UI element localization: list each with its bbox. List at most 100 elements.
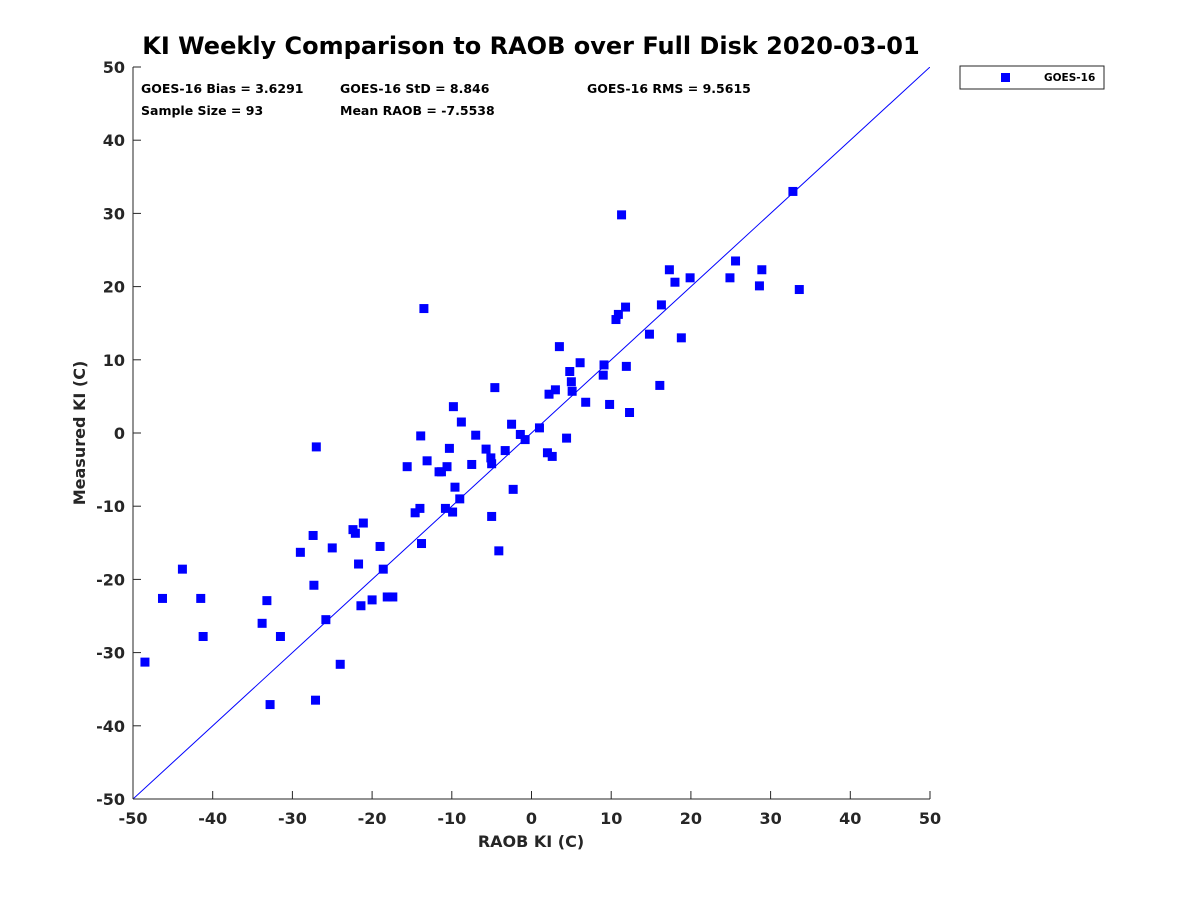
y-tick-label: -20	[96, 570, 125, 589]
data-point	[754, 281, 764, 291]
x-tick-label: -20	[358, 809, 387, 828]
data-point	[544, 389, 554, 399]
data-point	[685, 273, 695, 283]
std-stat: GOES-16 StD = 8.846	[340, 81, 490, 96]
data-point	[599, 360, 609, 370]
data-point	[456, 417, 466, 427]
y-tick-label: 40	[103, 131, 125, 150]
data-point	[467, 459, 477, 469]
data-point	[656, 300, 666, 310]
data-point	[794, 285, 804, 295]
data-point	[367, 595, 377, 605]
data-point	[757, 265, 767, 275]
data-point	[621, 302, 631, 312]
legend: GOES-16	[959, 65, 1105, 90]
data-point	[567, 386, 577, 396]
x-tick-label: 30	[759, 809, 781, 828]
x-tick-label: 50	[919, 809, 941, 828]
y-tick-label: 30	[103, 204, 125, 223]
data-point	[417, 539, 427, 549]
data-point	[335, 659, 345, 669]
data-point	[378, 564, 388, 574]
x-tick-label: -40	[198, 809, 227, 828]
data-point	[196, 593, 206, 603]
data-point	[455, 494, 465, 504]
sample-size-stat: Sample Size = 93	[141, 103, 263, 118]
y-tick-label: -30	[96, 644, 125, 663]
x-tick-label: -10	[437, 809, 466, 828]
x-axis-label: RAOB KI (C)	[478, 832, 584, 851]
data-point	[515, 429, 525, 439]
y-tick-label: 20	[103, 278, 125, 297]
data-point	[605, 399, 615, 409]
data-point	[500, 446, 510, 456]
y-tick-label: 0	[114, 424, 125, 443]
data-point	[565, 367, 575, 377]
legend-marker-square	[1001, 73, 1010, 82]
data-point	[327, 543, 337, 553]
data-point	[275, 631, 285, 641]
data-point	[508, 484, 518, 494]
data-point	[308, 530, 318, 540]
data-point	[520, 435, 530, 445]
data-point	[621, 361, 631, 371]
data-point	[415, 503, 425, 513]
legend-box	[959, 65, 1105, 90]
data-point	[440, 503, 450, 513]
data-point	[625, 408, 635, 418]
data-point	[177, 564, 187, 574]
data-point	[664, 265, 674, 275]
data-point	[494, 546, 504, 556]
rms-stat: GOES-16 RMS = 9.5615	[587, 81, 751, 96]
data-point	[575, 358, 585, 368]
data-point	[442, 462, 452, 472]
data-point	[436, 467, 446, 477]
data-point	[542, 448, 552, 458]
stats-annotation: GOES-16 Bias = 3.6291 GOES-16 StD = 8.84…	[141, 81, 751, 118]
legend-label-goes-16: GOES-16	[1044, 72, 1095, 84]
data-point	[140, 657, 150, 667]
data-point	[157, 593, 167, 603]
data-point	[257, 618, 267, 628]
data-point	[611, 315, 621, 325]
data-point	[265, 700, 275, 710]
data-point	[644, 329, 654, 339]
data-point	[471, 430, 481, 440]
data-point	[311, 695, 321, 705]
data-point	[419, 304, 429, 314]
data-point	[486, 453, 496, 463]
data-point	[613, 309, 623, 319]
data-point	[358, 518, 368, 528]
bias-stat: GOES-16 Bias = 3.6291	[141, 81, 303, 96]
data-point	[448, 402, 458, 412]
data-point	[375, 541, 385, 551]
data-point	[490, 383, 500, 393]
y-tick-label: -50	[96, 790, 125, 809]
y-tick-label: 10	[103, 351, 125, 370]
data-point	[402, 462, 412, 472]
x-tick-label: 10	[600, 809, 622, 828]
y-tick-label: -40	[96, 717, 125, 736]
x-tick-label: 20	[680, 809, 702, 828]
y-tick-label: 50	[103, 58, 125, 77]
data-point	[562, 433, 572, 443]
data-point	[670, 277, 680, 287]
data-point	[422, 456, 432, 466]
data-point	[487, 459, 497, 469]
data-point	[450, 482, 460, 492]
mean-raob-stat: Mean RAOB = -7.5538	[340, 103, 495, 118]
data-point	[725, 273, 735, 283]
x-tick-label: 0	[526, 809, 537, 828]
chart-title: KI Weekly Comparison to RAOB over Full D…	[142, 32, 919, 60]
data-point	[676, 333, 686, 343]
data-point	[388, 592, 398, 602]
goes-16-series	[140, 186, 804, 710]
data-point	[448, 507, 458, 517]
data-point	[481, 444, 491, 454]
data-point	[788, 186, 798, 196]
data-point	[295, 547, 305, 557]
data-point	[309, 580, 319, 590]
data-point	[550, 385, 560, 395]
data-point	[382, 592, 392, 602]
data-point	[566, 377, 576, 387]
